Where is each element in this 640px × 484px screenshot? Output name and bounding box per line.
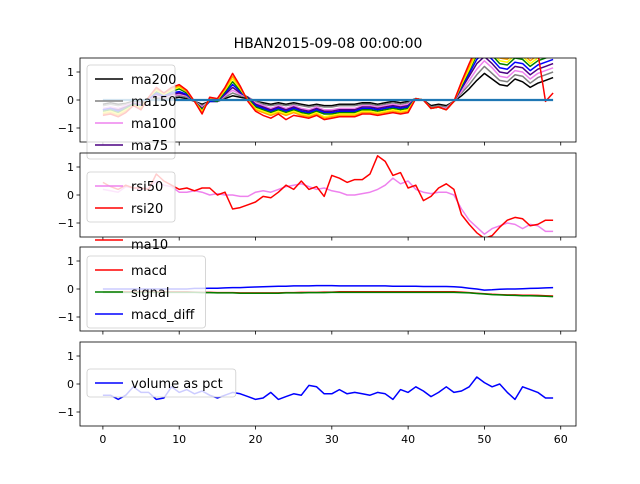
- series-line-ma200: [102, 72, 554, 107]
- legend-box: [86, 171, 176, 223]
- legend-label: rsi20: [131, 202, 163, 217]
- series-line-ma20: [102, 58, 540, 118]
- series-line-rsi20: [102, 155, 554, 237]
- series-line-ma15: [102, 58, 536, 119]
- legend-label: volume as pct: [131, 377, 223, 392]
- legend-label: ma150: [131, 95, 176, 110]
- legend-label: rsi50: [131, 180, 163, 195]
- y-tick-label: 0: [67, 283, 74, 296]
- legend-box: [86, 255, 206, 329]
- panel-moving-averages: 1 0 −1 ma200 ma150 ma100 ma75: [58, 57, 577, 160]
- x-tick-label: 50: [477, 433, 491, 446]
- series-group: [102, 155, 554, 237]
- y-tick-label: 0: [67, 189, 74, 202]
- x-tick-label: 60: [554, 433, 568, 446]
- series-line-ma30: [102, 58, 548, 115]
- legend-label: signal: [131, 286, 169, 301]
- legend: rsi50 rsi20: [86, 171, 176, 223]
- panel-macd: 1 0 −1 macd signal macd_diff: [58, 246, 577, 335]
- x-tick-label: 40: [401, 433, 415, 446]
- legend-label: ma10: [131, 238, 168, 253]
- x-tick-label: 0: [99, 433, 106, 446]
- figure-title: HBAN2015-09-08 00:00:00: [234, 36, 423, 52]
- x-tick-label: 20: [249, 433, 263, 446]
- legend: ma200 ma150 ma100 ma75: [86, 64, 176, 160]
- series-line-rsi50: [102, 177, 554, 235]
- legend-label: macd_diff: [131, 308, 195, 323]
- legend: volume as pct: [86, 368, 237, 398]
- legend-label: ma200: [131, 73, 176, 88]
- x-tick-label: 30: [325, 433, 339, 446]
- legend-box: [86, 368, 237, 398]
- y-tick-label: 1: [67, 350, 74, 363]
- y-tick-label: −1: [58, 217, 74, 230]
- series-line-ma75: [102, 58, 554, 112]
- legend-label: ma75: [131, 139, 168, 154]
- series-line-ma150: [102, 65, 554, 108]
- y-tick-label: −1: [58, 311, 74, 324]
- y-tick-label: 1: [67, 66, 74, 79]
- series-group: [102, 58, 554, 121]
- y-tick-label: −1: [58, 122, 74, 135]
- y-tick-label: −1: [58, 406, 74, 419]
- legend-label: macd: [131, 264, 167, 279]
- panel-rsi: 1 0 −1 rsi50 rsi20 ma10: [58, 152, 577, 253]
- series-line-ma10: [102, 58, 554, 121]
- legend: macd signal macd_diff: [86, 255, 206, 329]
- y-tick-label: 0: [67, 94, 74, 107]
- y-tick-label: 1: [67, 255, 74, 268]
- y-tick-label: 1: [67, 161, 74, 174]
- series-line-ma100: [102, 60, 554, 111]
- legend-label: ma100: [131, 117, 176, 132]
- y-tick-label: 0: [67, 378, 74, 391]
- x-tick-label: 10: [172, 433, 186, 446]
- legend-box: [86, 64, 176, 160]
